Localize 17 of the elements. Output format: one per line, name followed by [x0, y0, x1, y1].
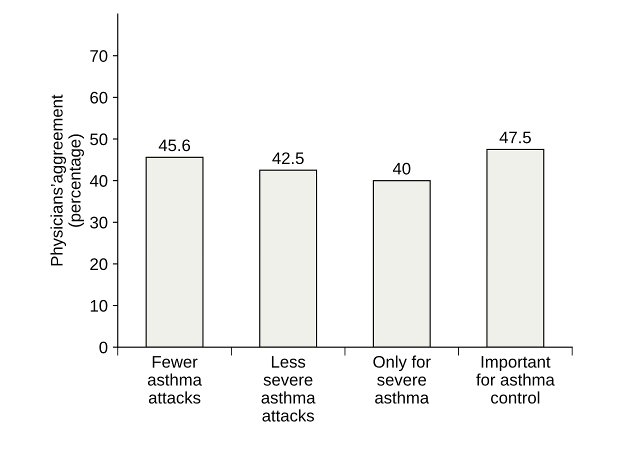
y-tick-label: 0 [99, 342, 108, 354]
data-label: 47.5 [500, 132, 531, 144]
data-label: 40 [392, 162, 410, 175]
x-tick-label: Less severe asthma attacks [262, 356, 316, 422]
y-axis-title: Physicians’aggreement (percentage) [50, 94, 84, 266]
x-tick-label: Fewer asthma attacks [148, 356, 202, 404]
y-tick-label: 50 [90, 133, 108, 146]
y-tick-label: 20 [90, 258, 108, 270]
data-label: 45.6 [158, 139, 190, 152]
y-tick-label: 10 [90, 300, 108, 312]
y-tick-label: 70 [90, 50, 108, 62]
y-tick-label: 60 [90, 92, 108, 104]
y-tick-label: 30 [90, 216, 108, 228]
x-tick-label: Only for severe asthma [373, 356, 431, 404]
data-label: 42.5 [272, 152, 304, 164]
x-tick-label: Important for asthma control [476, 356, 555, 404]
y-tick-label: 40 [90, 175, 108, 187]
